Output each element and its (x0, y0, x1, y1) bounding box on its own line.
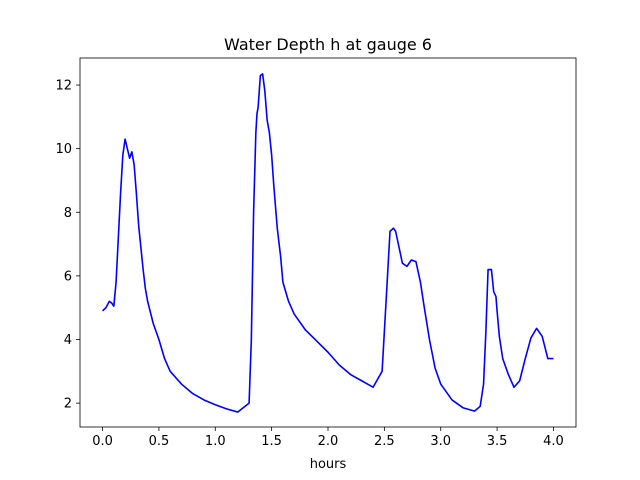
series-layer (102, 73, 554, 413)
chart-title: Water Depth h at gauge 6 (224, 35, 432, 54)
x-tick-label: 3.5 (487, 434, 508, 449)
y-tick-label: 6 (64, 269, 72, 284)
x-tick-label: 1.0 (205, 434, 226, 449)
axes-layer: 0.0 0.5 1.0 1.5 2.0 2.5 3.0 3.5 4.0 2 4 6 8 10 12 (55, 57, 577, 449)
x-tick-label: 2.5 (374, 434, 395, 449)
x-tick-label: 1.5 (261, 434, 282, 449)
y-tick-label: 8 (64, 206, 72, 221)
x-tick-label: 0.0 (92, 434, 113, 449)
series-line-0 (102, 73, 554, 413)
x-axis-label: hours (310, 457, 347, 472)
y-tick-label: 4 (64, 333, 72, 348)
y-tick-label: 10 (55, 142, 72, 157)
x-tick-label: 3.0 (430, 434, 451, 449)
x-tick-label: 4.0 (543, 434, 564, 449)
y-tick-label: 12 (55, 79, 72, 94)
y-tick-label: 2 (64, 397, 72, 412)
x-tick-label: 0.5 (149, 434, 170, 449)
x-tick-label: 2.0 (318, 434, 339, 449)
